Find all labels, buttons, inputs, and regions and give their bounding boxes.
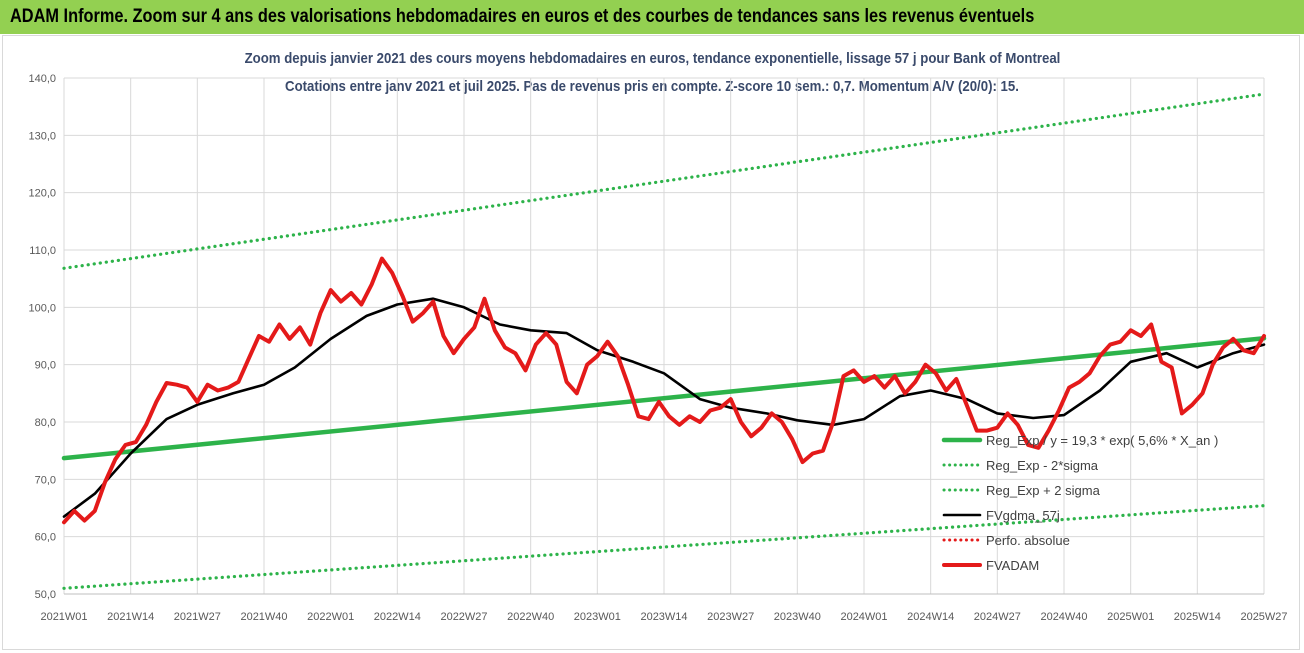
y-tick-label: 140,0 bbox=[28, 73, 56, 85]
chart-title-text: Zoom depuis janvier 2021 des cours moyen… bbox=[244, 50, 1060, 67]
chart-subtitle: Cotations entre janv 2021 et juil 2025. … bbox=[0, 78, 1304, 95]
x-tick-label: 2022W01 bbox=[307, 611, 354, 623]
series-line-reg-exp-plus-2sigma bbox=[62, 92, 1266, 270]
chart-title: Zoom depuis janvier 2021 des cours moyen… bbox=[0, 50, 1304, 67]
x-tick-label: 2022W27 bbox=[440, 611, 487, 623]
y-tick-label: 100,0 bbox=[28, 302, 56, 314]
x-tick-label: 2021W27 bbox=[174, 611, 221, 623]
legend-label-fvadam: FVADAM bbox=[986, 558, 1039, 573]
series-line-fvadam bbox=[62, 256, 1266, 525]
legend-label-perfo-absolue: Perfo. absolue bbox=[986, 533, 1070, 548]
y-tick-label: 90,0 bbox=[35, 360, 56, 372]
x-tick-label: 2025W27 bbox=[1240, 611, 1287, 623]
x-tick-label: 2024W40 bbox=[1040, 611, 1087, 623]
x-tick-label: 2023W14 bbox=[640, 611, 687, 623]
legend-label-fvgdma-57j: FVgdma_57j bbox=[986, 508, 1060, 523]
axes: 50,0 60,0 70,0 80,0 90,0 100,0 110,0 120,0 130,0… bbox=[28, 73, 1287, 623]
series-line-reg-exp bbox=[61, 336, 1267, 461]
page-title: ADAM Informe. Zoom sur 4 ans des valoris… bbox=[10, 6, 1035, 27]
chart-frame bbox=[2, 35, 1300, 650]
y-tick-label: 70,0 bbox=[35, 474, 56, 486]
x-tick-label: 2022W40 bbox=[507, 611, 554, 623]
y-tick-label: 120,0 bbox=[28, 188, 56, 200]
x-tick-label: 2024W27 bbox=[974, 611, 1021, 623]
legend-label-reg-exp-minus-2sigma: Reg_Exp - 2*sigma bbox=[986, 458, 1099, 473]
x-tick-label: 2021W40 bbox=[240, 611, 287, 623]
x-tick-label: 2023W01 bbox=[574, 611, 621, 623]
y-tick-label: 130,0 bbox=[28, 130, 56, 142]
gridlines bbox=[63, 77, 1265, 595]
x-tick-label: 2021W14 bbox=[107, 611, 154, 623]
x-tick-label: 2022W14 bbox=[374, 611, 421, 623]
x-tick-label: 2023W27 bbox=[707, 611, 754, 623]
y-tick-label: 110,0 bbox=[29, 245, 56, 257]
x-tick-label: 2025W01 bbox=[1107, 611, 1154, 623]
y-tick-label: 50,0 bbox=[35, 589, 56, 601]
x-tick-label: 2024W14 bbox=[907, 611, 954, 623]
x-tick-label: 2025W14 bbox=[1174, 611, 1221, 623]
x-tick-label: 2024W01 bbox=[840, 611, 887, 623]
x-tick-label: 2021W01 bbox=[40, 611, 87, 623]
series-line-fvgdma-57j bbox=[62, 297, 1266, 518]
legend: Reg_Exp / y = 19,3 * exp( 5,6% * X_an ) R… bbox=[941, 433, 1218, 573]
chart-subtitle-text: Cotations entre janv 2021 et juil 2025. … bbox=[285, 78, 1019, 95]
x-tick-label: 2023W40 bbox=[774, 611, 821, 623]
header-bar: ADAM Informe. Zoom sur 4 ans des valoris… bbox=[0, 0, 1304, 34]
legend-label-reg-exp: Reg_Exp / y = 19,3 * exp( 5,6% * X_an ) bbox=[986, 433, 1218, 448]
y-tick-label: 60,0 bbox=[35, 532, 56, 544]
y-tick-label: 80,0 bbox=[35, 417, 56, 429]
series-line-reg-exp-minus-2sigma bbox=[62, 504, 1266, 590]
series-group bbox=[61, 92, 1267, 590]
legend-label-reg-exp-plus-2sigma: Reg_Exp + 2 sigma bbox=[986, 483, 1101, 498]
